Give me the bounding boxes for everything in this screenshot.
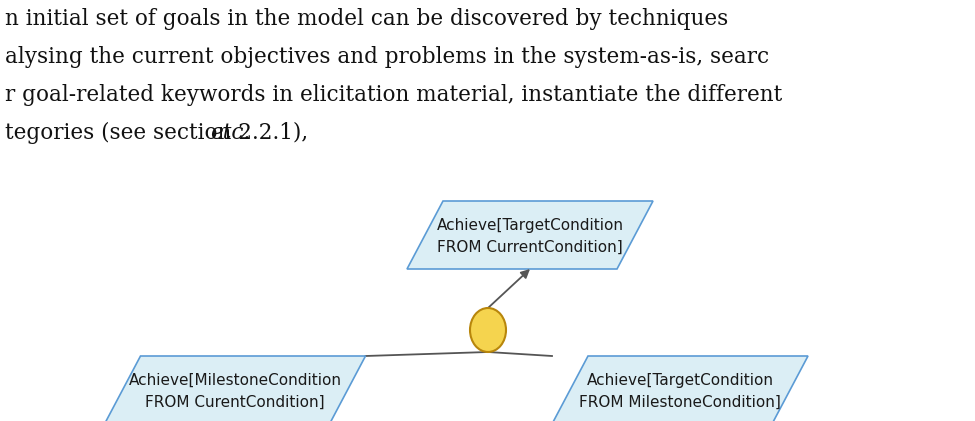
Ellipse shape	[470, 308, 506, 352]
Text: alysing the current objectives and problems in the system-as-is, searc: alysing the current objectives and probl…	[5, 46, 769, 68]
Polygon shape	[407, 201, 653, 269]
Text: r goal-related keywords in elicitation material, instantiate the different: r goal-related keywords in elicitation m…	[5, 84, 782, 106]
Text: etc.: etc.	[210, 122, 250, 144]
Text: Achieve[MilestoneCondition: Achieve[MilestoneCondition	[129, 373, 341, 388]
Text: tegories (see section 2.2.1), etc.: tegories (see section 2.2.1), etc.	[0, 420, 1, 421]
Text: FROM MilestoneCondition]: FROM MilestoneCondition]	[579, 394, 781, 409]
Text: n initial set of goals in the model can be discovered by techniques: n initial set of goals in the model can …	[5, 8, 728, 30]
Polygon shape	[104, 356, 366, 421]
Text: Achieve[TargetCondition: Achieve[TargetCondition	[437, 218, 623, 233]
Text: Achieve[TargetCondition: Achieve[TargetCondition	[587, 373, 773, 388]
Text: FROM CurrentCondition]: FROM CurrentCondition]	[437, 240, 623, 254]
Polygon shape	[552, 356, 808, 421]
Text: tegories (see section 2.2.1),: tegories (see section 2.2.1),	[5, 122, 315, 144]
Text: FROM CurentCondition]: FROM CurentCondition]	[145, 394, 325, 409]
